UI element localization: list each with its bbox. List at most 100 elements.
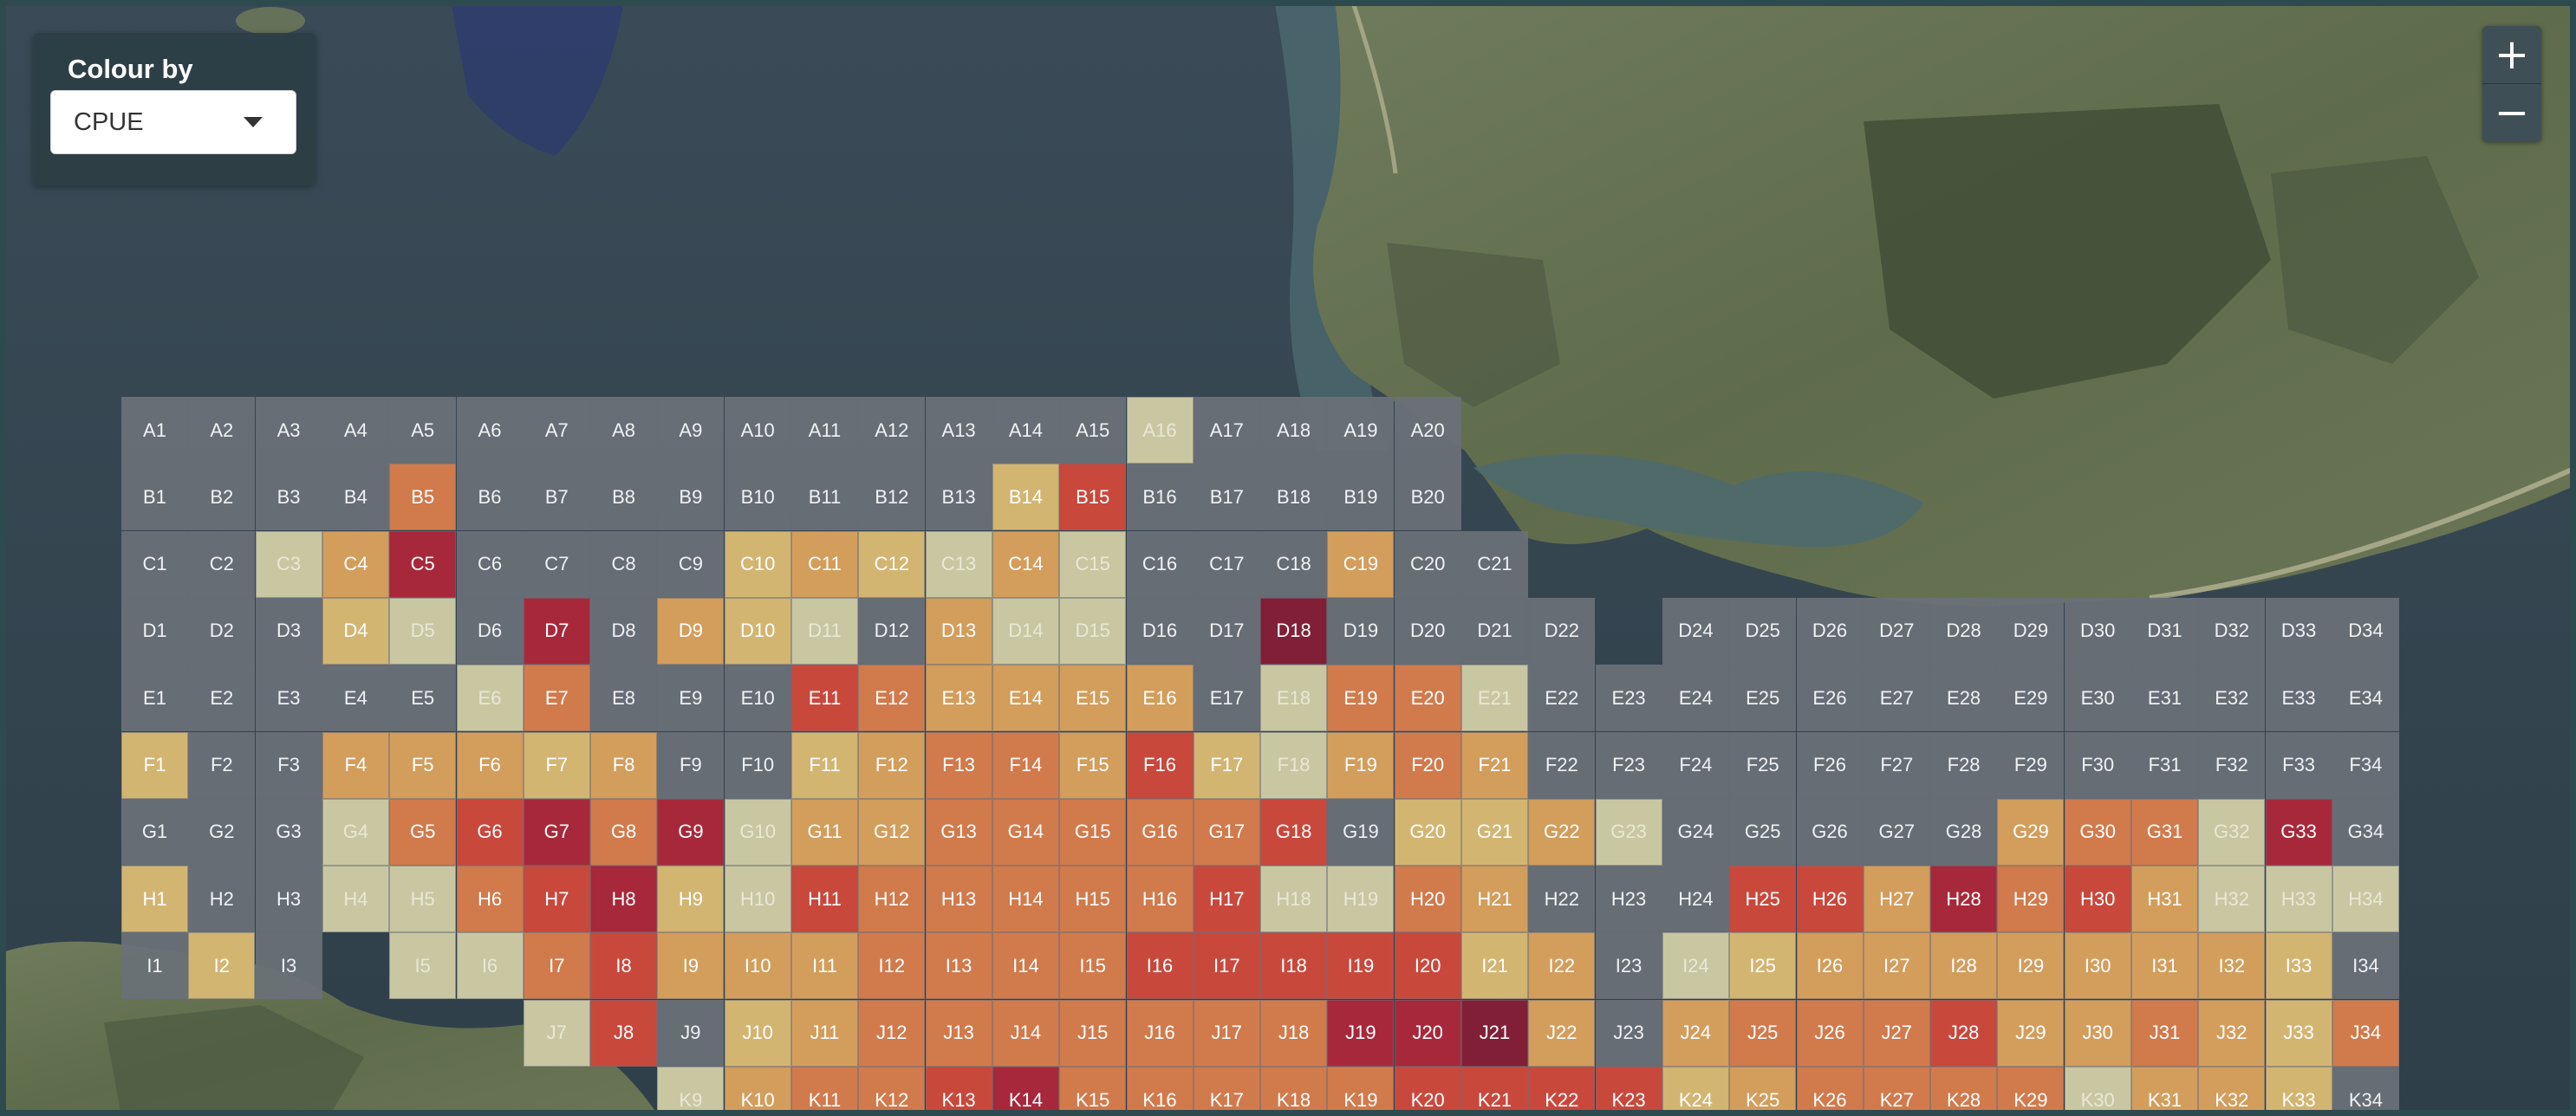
grid-cell-j15[interactable]: J15 — [1059, 999, 1127, 1067]
grid-cell-g30[interactable]: G30 — [2064, 798, 2131, 866]
grid-cell-i20[interactable]: I20 — [1394, 932, 1461, 1000]
grid-cell-b13[interactable]: B13 — [925, 464, 992, 531]
grid-cell-e12[interactable]: E12 — [858, 665, 926, 732]
grid-cell-b4[interactable]: B4 — [322, 464, 389, 531]
grid-cell-i18[interactable]: I18 — [1260, 932, 1328, 1000]
grid-cell-h8[interactable]: H8 — [590, 866, 658, 933]
grid-cell-j24[interactable]: J24 — [1662, 999, 1729, 1067]
grid-cell-c14[interactable]: C14 — [992, 530, 1059, 598]
grid-cell-g7[interactable]: G7 — [523, 798, 590, 866]
grid-cell-f14[interactable]: F14 — [992, 731, 1059, 799]
grid-cell-f1[interactable]: F1 — [121, 731, 188, 799]
grid-cell-f7[interactable]: F7 — [523, 731, 590, 799]
grid-cell-k18[interactable]: K18 — [1260, 1067, 1328, 1116]
grid-cell-d20[interactable]: D20 — [1394, 597, 1461, 665]
grid-cell-a1[interactable]: A1 — [121, 397, 188, 464]
grid-cell-d34[interactable]: D34 — [2332, 597, 2399, 665]
grid-cell-j10[interactable]: J10 — [724, 999, 791, 1067]
grid-cell-k31[interactable]: K31 — [2131, 1067, 2198, 1116]
grid-cell-a12[interactable]: A12 — [858, 397, 926, 464]
grid-cell-h26[interactable]: H26 — [1796, 866, 1864, 933]
grid-cell-c16[interactable]: C16 — [1126, 530, 1194, 598]
grid-cell-f26[interactable]: F26 — [1796, 731, 1864, 799]
grid-cell-i29[interactable]: I29 — [1997, 932, 2065, 1000]
grid-cell-f2[interactable]: F2 — [188, 731, 256, 799]
grid-cell-b2[interactable]: B2 — [188, 464, 256, 531]
grid-cell-g5[interactable]: G5 — [389, 798, 457, 866]
grid-cell-f15[interactable]: F15 — [1059, 731, 1127, 799]
grid-cell-d10[interactable]: D10 — [724, 597, 791, 665]
grid-cell-c13[interactable]: C13 — [925, 530, 992, 598]
grid-cell-h28[interactable]: H28 — [1930, 866, 1998, 933]
grid-cell-j28[interactable]: J28 — [1930, 999, 1998, 1067]
grid-cell-k14[interactable]: K14 — [992, 1067, 1059, 1116]
grid-cell-e30[interactable]: E30 — [2064, 665, 2131, 732]
grid-cell-g2[interactable]: G2 — [188, 798, 256, 866]
grid-cell-e14[interactable]: E14 — [992, 665, 1059, 732]
grid-cell-j11[interactable]: J11 — [791, 999, 858, 1067]
grid-cell-d21[interactable]: D21 — [1461, 597, 1528, 665]
grid-cell-j21[interactable]: J21 — [1461, 999, 1528, 1067]
grid-cell-j20[interactable]: J20 — [1394, 999, 1461, 1067]
grid-cell-g11[interactable]: G11 — [791, 798, 858, 866]
grid-cell-k25[interactable]: K25 — [1729, 1067, 1797, 1116]
grid-cell-f23[interactable]: F23 — [1595, 731, 1662, 799]
grid-cell-e6[interactable]: E6 — [456, 665, 524, 732]
grid-cell-f31[interactable]: F31 — [2131, 731, 2198, 799]
grid-cell-k34[interactable]: K34 — [2332, 1067, 2399, 1116]
grid-cell-k11[interactable]: K11 — [791, 1067, 858, 1116]
grid-cell-i14[interactable]: I14 — [992, 932, 1059, 1000]
grid-cell-h15[interactable]: H15 — [1059, 866, 1127, 933]
grid-cell-k13[interactable]: K13 — [925, 1067, 992, 1116]
grid-cell-d28[interactable]: D28 — [1930, 597, 1998, 665]
grid-cell-f33[interactable]: F33 — [2265, 731, 2332, 799]
grid-cell-f3[interactable]: F3 — [255, 731, 322, 799]
grid-cell-g28[interactable]: G28 — [1930, 798, 1998, 866]
grid-cell-j23[interactable]: J23 — [1595, 999, 1662, 1067]
grid-cell-d32[interactable]: D32 — [2198, 597, 2266, 665]
grid-cell-c3[interactable]: C3 — [255, 530, 322, 598]
grid-cell-c21[interactable]: C21 — [1461, 530, 1528, 598]
grid-cell-d9[interactable]: D9 — [657, 597, 725, 665]
grid-cell-j27[interactable]: J27 — [1863, 999, 1930, 1067]
grid-cell-b10[interactable]: B10 — [724, 464, 791, 531]
grid-cell-i16[interactable]: I16 — [1126, 932, 1194, 1000]
grid-cell-e25[interactable]: E25 — [1729, 665, 1797, 732]
grid-cell-g24[interactable]: G24 — [1662, 798, 1729, 866]
grid-cell-e11[interactable]: E11 — [791, 665, 858, 732]
grid-cell-g29[interactable]: G29 — [1997, 798, 2065, 866]
grid-cell-e7[interactable]: E7 — [523, 665, 590, 732]
grid-cell-d1[interactable]: D1 — [121, 597, 188, 665]
grid-cell-b16[interactable]: B16 — [1126, 464, 1194, 531]
grid-cell-k21[interactable]: K21 — [1461, 1067, 1528, 1116]
grid-cell-k28[interactable]: K28 — [1930, 1067, 1998, 1116]
grid-cell-g9[interactable]: G9 — [657, 798, 725, 866]
grid-cell-j19[interactable]: J19 — [1327, 999, 1395, 1067]
grid-cell-d5[interactable]: D5 — [389, 597, 457, 665]
grid-cell-g31[interactable]: G31 — [2131, 798, 2198, 866]
grid-cell-g4[interactable]: G4 — [322, 798, 389, 866]
grid-cell-d24[interactable]: D24 — [1662, 597, 1729, 665]
grid-cell-h10[interactable]: H10 — [724, 866, 791, 933]
grid-cell-c12[interactable]: C12 — [858, 530, 926, 598]
grid-cell-k27[interactable]: K27 — [1863, 1067, 1930, 1116]
grid-cell-g1[interactable]: G1 — [121, 798, 188, 866]
grid-cell-i24[interactable]: I24 — [1662, 932, 1729, 1000]
grid-cell-g22[interactable]: G22 — [1528, 798, 1596, 866]
grid-cell-h30[interactable]: H30 — [2064, 866, 2131, 933]
grid-cell-d31[interactable]: D31 — [2131, 597, 2198, 665]
grid-cell-j34[interactable]: J34 — [2332, 999, 2399, 1067]
grid-cell-i21[interactable]: I21 — [1461, 932, 1528, 1000]
grid-cell-a19[interactable]: A19 — [1327, 397, 1395, 464]
grid-cell-g10[interactable]: G10 — [724, 798, 791, 866]
grid-cell-c17[interactable]: C17 — [1193, 530, 1260, 598]
grid-cell-b11[interactable]: B11 — [791, 464, 858, 531]
grid-cell-i5[interactable]: I5 — [389, 932, 457, 1000]
grid-cell-a5[interactable]: A5 — [389, 397, 457, 464]
grid-cell-j22[interactable]: J22 — [1528, 999, 1596, 1067]
grid-cell-a15[interactable]: A15 — [1059, 397, 1127, 464]
grid-cell-a14[interactable]: A14 — [992, 397, 1059, 464]
grid-cell-h31[interactable]: H31 — [2131, 866, 2198, 933]
grid-cell-i6[interactable]: I6 — [456, 932, 524, 1000]
grid-cell-j13[interactable]: J13 — [925, 999, 992, 1067]
